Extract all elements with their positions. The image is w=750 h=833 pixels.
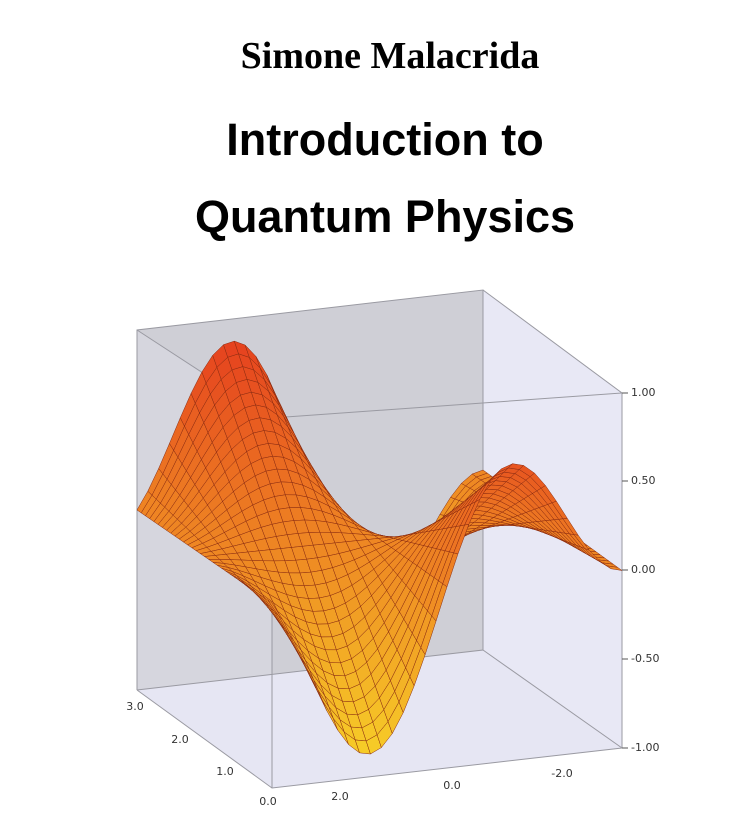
x-tick-label: -2.0 (551, 767, 572, 780)
z-tick-label: 0.00 (631, 563, 656, 576)
author: Simone Malacrida (241, 35, 540, 77)
title-line: Quantum Physics (195, 191, 575, 242)
x-tick-label: 2.0 (331, 790, 349, 803)
z-tick-label: -1.00 (631, 741, 659, 754)
depth-tick-label: 2.0 (171, 733, 189, 746)
z-tick-label: -0.50 (631, 652, 659, 665)
depth-tick-label: 1.0 (216, 765, 234, 778)
z-tick-label: 0.50 (631, 474, 656, 487)
depth-tick-label: 0.0 (259, 795, 277, 808)
surface-plot: 1.00 0.50 0.00 -0.50 -1.00 3.0 2.0 1.0 0.0 2.0 0.0… (126, 289, 659, 808)
axis-ticks: 1.00 0.50 0.00 -0.50 -1.00 3.0 2.0 1.0 0.0 2.0 0.0… (126, 386, 659, 808)
surface-mesh (136, 340, 623, 755)
z-tick-label: 1.00 (631, 386, 656, 399)
x-tick-label: 0.0 (443, 779, 461, 792)
depth-tick-label: 3.0 (126, 700, 144, 713)
mesh-cell (606, 565, 623, 571)
title-line: Introduction to (226, 114, 543, 165)
